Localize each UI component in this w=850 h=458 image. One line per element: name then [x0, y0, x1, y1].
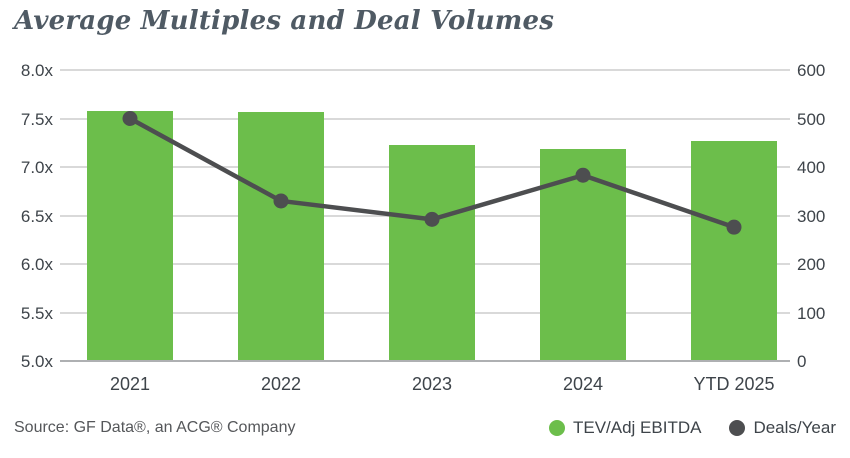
legend-item-tev-ebitda: TEV/Adj EBITDA [548, 418, 702, 438]
right-axis-tick-label: 300 [797, 206, 826, 226]
right-axis-tick-label: 500 [797, 109, 826, 129]
left-axis-tick-label: 7.5x [20, 109, 53, 129]
chart-footer: Source: GF Data®, an ACG® Company TEV/Ad… [14, 418, 836, 438]
right-axis-tick-label: 600 [797, 61, 826, 80]
x-axis-label-2021: 2021 [109, 374, 151, 394]
plot-area: 8.0x 600 7.5x 500 7.0x 400 6.5x 300 6.0x 200 5.5x 1… [21, 62, 826, 394]
left-axis-tick-label: 8.0x [20, 61, 53, 80]
left-axis-tick-label: 5.0x [20, 352, 53, 371]
x-axis-label-2024: 2024 [562, 374, 604, 394]
source-note: Source: GF Data®, an ACG® Company [14, 419, 296, 436]
left-axis-tick-label: 6.5x [20, 206, 53, 226]
deals-point-2021 [122, 111, 138, 126]
right-axis-tick-label: 0 [797, 352, 807, 371]
deals-line-layer [122, 111, 742, 235]
gridline [60, 117, 790, 120]
deals-point-2024 [575, 167, 591, 183]
deals-point-ytd-2025 [726, 219, 742, 235]
bar-series-swatch-icon [548, 420, 565, 436]
deals-line [128, 116, 735, 230]
legend-item-deals-year: Deals/Year [729, 418, 836, 438]
gridline [60, 69, 790, 71]
x-axis-baseline [60, 360, 790, 362]
left-axis-tick-label: 6.0x [20, 255, 53, 274]
bar-2022 [238, 111, 324, 361]
chart-title: Average Multiples and Deal Volumes [14, 6, 555, 36]
right-axis-tick-label: 200 [797, 255, 826, 274]
legend-label-deals-year: Deals/Year [753, 418, 836, 437]
line-series-swatch-icon [729, 420, 746, 436]
deals-point-2023 [424, 211, 440, 227]
right-axis-tick-label: 100 [797, 303, 826, 323]
left-axis-tick-label: 5.5x [20, 303, 53, 323]
x-axis-label-ytd-2025: YTD 2025 [693, 374, 775, 394]
legend: TEV/Adj EBITDA Deals/Year [548, 418, 836, 438]
bar-2021 [87, 110, 173, 361]
bar-2023 [389, 144, 475, 361]
legend-label-tev-ebitda: TEV/Adj EBITDA [572, 418, 702, 437]
deals-point-2022 [273, 193, 289, 209]
bar-ytd-2025 [691, 140, 777, 361]
x-axis-label-2022: 2022 [260, 374, 302, 394]
right-axis-tick-label: 400 [797, 158, 826, 177]
left-axis-tick-label: 7.0x [20, 158, 53, 177]
x-axis-label-2023: 2023 [411, 374, 453, 394]
